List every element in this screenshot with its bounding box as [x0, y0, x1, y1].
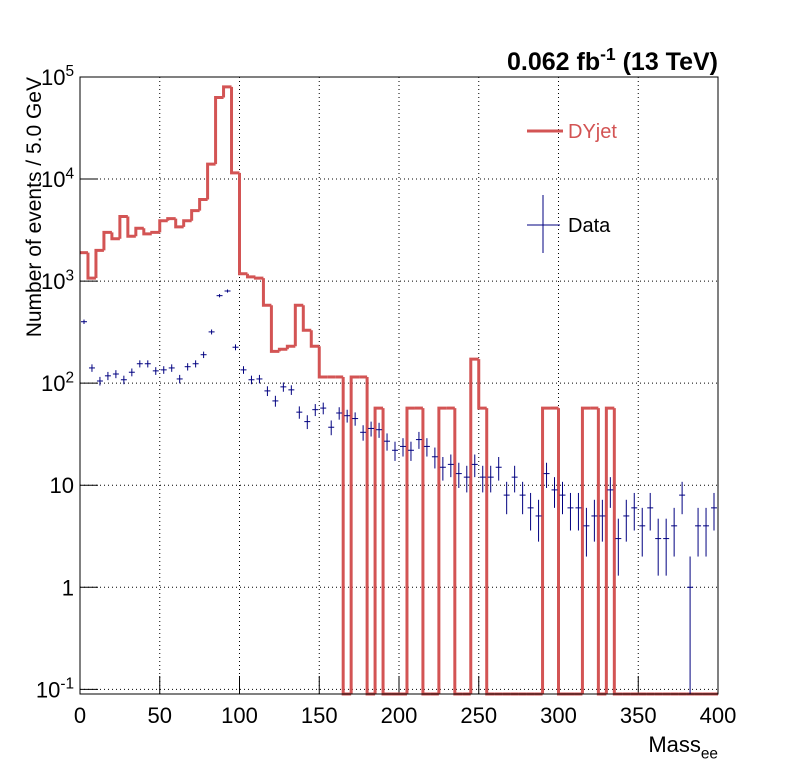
y-tick-label: 1 [62, 575, 74, 600]
histogram-bin [580, 406, 591, 694]
y-tick-label: 105 [41, 63, 74, 90]
histogram-bin [190, 209, 200, 221]
histogram-bin [317, 346, 328, 379]
histogram-bin [206, 162, 216, 200]
histogram-bin [94, 248, 104, 279]
histogram-bin [222, 85, 232, 98]
histogram-bin [477, 359, 487, 410]
histogram-bin [134, 226, 144, 237]
histogram-bin [102, 230, 112, 251]
y-tick-label: 102 [41, 369, 74, 396]
y-axis-label: Number of events / 5.0 GeV [23, 77, 46, 337]
x-tick-label: 250 [460, 703, 497, 728]
x-tick-label: 200 [381, 703, 418, 728]
histogram-bin [166, 217, 176, 221]
histogram-bin [230, 86, 240, 175]
histogram-bin [150, 230, 160, 234]
x-tick-label: 300 [540, 703, 577, 728]
plot-frame [79, 76, 719, 695]
histogram-bin [469, 357, 479, 694]
histogram-bin [405, 406, 415, 694]
histogram-bin [269, 305, 280, 353]
y-tick-label: 103 [41, 267, 74, 294]
chart-title: 0.062 fb-1 (13 TeV) [507, 44, 718, 76]
legend-label: DYjet [568, 121, 617, 143]
legend-label: Data [568, 215, 611, 237]
histogram-bin [437, 406, 447, 694]
x-tick-label: 50 [148, 703, 172, 728]
y-tick-label: 10-1 [36, 676, 74, 703]
histogram-bin [158, 219, 168, 233]
histogram-bin [301, 305, 312, 332]
histogram-bin [277, 347, 288, 352]
histogram-bin [86, 252, 96, 280]
histogram-bin [174, 218, 184, 229]
x-tick-label: 400 [700, 703, 737, 728]
y-tick-label: 104 [41, 165, 74, 192]
histogram-bin [238, 172, 248, 276]
histogram-bin [198, 198, 208, 211]
x-tick-label: 350 [620, 703, 657, 728]
histogram-bin [214, 95, 224, 165]
histogram-bin [604, 406, 615, 694]
histogram-bin [309, 330, 320, 348]
histogram-bin [541, 406, 551, 694]
histogram-bin [253, 276, 264, 280]
histogram-bin [245, 273, 256, 279]
histogram-bin [261, 278, 272, 307]
x-tick-label: 150 [301, 703, 338, 728]
y-tick-label: 10 [50, 473, 74, 498]
histogram-bin [142, 228, 152, 236]
histogram-bin [349, 375, 360, 694]
histogram-bin [373, 406, 384, 694]
histogram-bin [118, 214, 128, 239]
histogram-bin [110, 232, 120, 241]
histogram-bin [285, 344, 296, 350]
histogram-bin [126, 216, 136, 238]
x-tick-label: 0 [74, 703, 86, 728]
x-axis-label: Massee [648, 732, 718, 763]
x-tick-label: 100 [221, 703, 258, 728]
histogram-bin [293, 303, 304, 347]
histogram-bin [182, 219, 192, 227]
